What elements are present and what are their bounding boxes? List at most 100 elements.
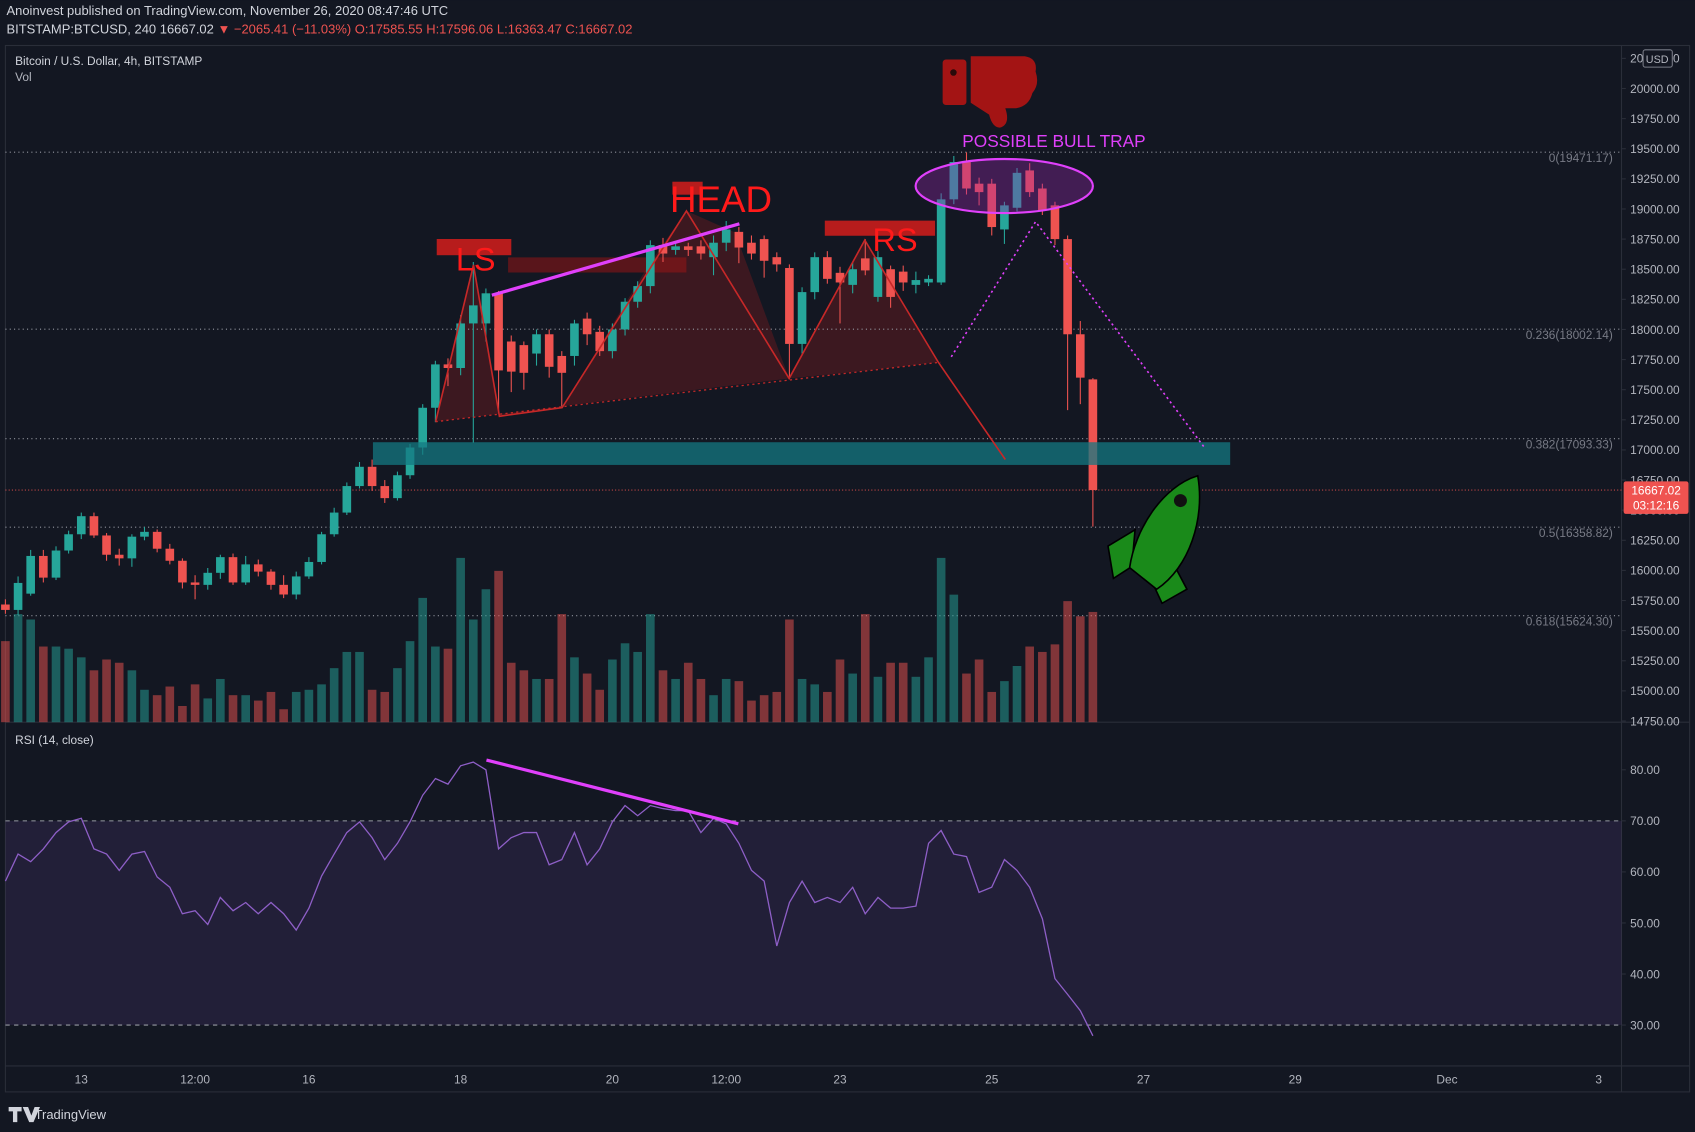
rsi-trendline (486, 758, 739, 826)
volume-bar (1000, 681, 1009, 723)
volume-bar (253, 700, 263, 723)
x-tick-label: 27 (1137, 1072, 1150, 1086)
candle-body (1050, 205, 1060, 240)
pane-title: RSI (14, close) (15, 733, 94, 747)
volume-bar (114, 662, 124, 723)
volume-bar (848, 673, 857, 723)
candle-body (443, 364, 453, 369)
candle-body (51, 550, 61, 578)
volume-bar (1038, 651, 1047, 723)
ls-box (436, 238, 512, 256)
candle-body (481, 293, 491, 324)
candle-body (355, 466, 364, 487)
candle-body (785, 268, 794, 344)
volume-bar (557, 614, 567, 723)
candle-body (216, 557, 225, 573)
volume-bar (1075, 616, 1085, 723)
candle-body (13, 582, 23, 610)
frame (4, 44, 1691, 1093)
candle-body (848, 269, 857, 285)
fib-label: 0.382(17093.33) (1526, 437, 1613, 451)
pattern-line (434, 209, 1006, 460)
ohlc: O:17585.55 (355, 22, 423, 37)
volume-bar (823, 691, 832, 723)
volume-bar (810, 684, 820, 723)
candle-body (582, 318, 592, 335)
candle-body (127, 536, 137, 559)
volume-bar (987, 691, 997, 723)
x-tick-label: Dec (1436, 1072, 1457, 1086)
change: ▼ −2065.41 (−11.03%) (217, 22, 351, 37)
y-tick-label: 70.00 (1630, 814, 1660, 828)
candle-body (279, 584, 288, 595)
volume-bar (380, 691, 390, 723)
last-price-label: 16667.02 (1631, 483, 1681, 497)
volume-bar (39, 646, 48, 723)
symbol: BITSTAMP:BTCUSD, 240 (6, 22, 156, 37)
candle-body (671, 246, 680, 250)
candle-body (418, 407, 428, 448)
candle-body (962, 161, 971, 189)
x-tick-label: 12:00 (711, 1072, 741, 1086)
x-tick-label: 25 (985, 1072, 999, 1086)
candle-body (696, 246, 706, 254)
x-tick-label: 3 (1595, 1072, 1602, 1086)
candle-body (1025, 170, 1034, 193)
ohlc: C:16667.02 (565, 22, 632, 37)
candle-body (26, 555, 35, 594)
annotation: RS (873, 222, 918, 258)
candle-body (835, 272, 845, 283)
fib-label: 0.618(15624.30) (1526, 614, 1613, 628)
volume-bar (860, 614, 870, 723)
x-tick-label: 20 (606, 1072, 620, 1086)
y-tick-label: 18250.00 (1630, 293, 1680, 307)
candle-body (519, 345, 529, 373)
candle-body (178, 560, 187, 583)
last-price: 16667.02 (160, 22, 214, 37)
candle-body (190, 582, 200, 585)
volume-bar (671, 678, 680, 723)
volume-bar (570, 657, 579, 723)
y-tick-label: 19250.00 (1630, 172, 1680, 186)
volume-label: Vol (15, 70, 32, 84)
price-trendline (491, 222, 740, 297)
candle-body (734, 231, 744, 248)
volume-bar (658, 670, 668, 723)
volume-bar (393, 668, 402, 723)
candle-body (165, 548, 175, 561)
volume-bar (532, 678, 541, 723)
volume-bar (266, 691, 276, 723)
y-tick-label: 20000.00 (1630, 82, 1680, 96)
neckline (435, 361, 941, 423)
candle-body (329, 512, 339, 535)
candle-body (633, 286, 642, 302)
volume-bar (683, 662, 693, 723)
candle-body (620, 301, 630, 330)
candle-body (1, 604, 10, 610)
candle-body (709, 242, 718, 258)
candle-body (936, 199, 946, 283)
volume-bar (89, 670, 99, 723)
volume-bar (506, 662, 516, 723)
candle-body (342, 486, 352, 513)
candle-body (102, 535, 111, 555)
volume-bar (620, 643, 630, 723)
volume-bar (1, 641, 10, 723)
y-tick-label: 30.00 (1630, 1018, 1660, 1032)
candle-body (39, 555, 48, 578)
candle-body (76, 516, 86, 535)
volume-bar (405, 641, 415, 723)
volume-bar (759, 695, 769, 723)
volume-bar (127, 670, 137, 723)
candle-body (64, 534, 73, 551)
volume-bar (1088, 611, 1098, 723)
volume-bar (646, 614, 655, 723)
volume-bar (582, 673, 592, 723)
volume-bar (772, 691, 782, 723)
author-line: Anoinvest published on TradingView.com, … (6, 3, 448, 18)
candle-body (291, 576, 301, 595)
candle-body (810, 257, 820, 293)
volume-bar (696, 678, 706, 723)
